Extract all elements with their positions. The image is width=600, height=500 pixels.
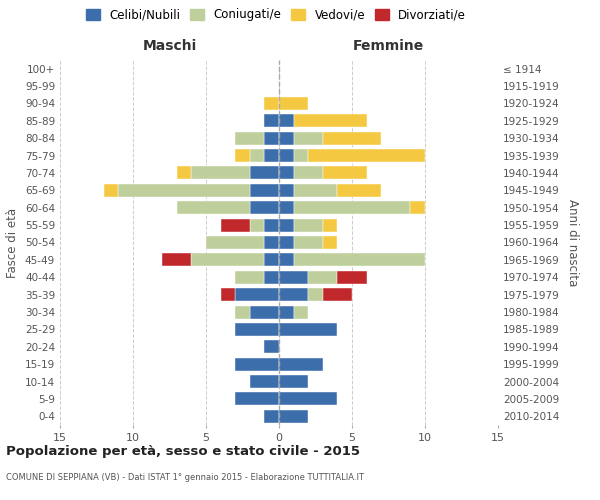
Bar [235,149,250,162]
Bar [293,166,323,179]
Bar [279,358,323,370]
Bar [265,149,279,162]
Bar [293,236,323,249]
Bar [293,114,367,128]
Bar [279,132,293,144]
Bar [235,323,279,336]
Bar [293,254,425,266]
Bar [104,184,118,197]
Bar [250,166,279,179]
Bar [235,270,265,284]
Bar [308,288,323,301]
Bar [279,410,308,423]
Y-axis label: Fasce di età: Fasce di età [7,208,19,278]
Bar [221,218,250,232]
Bar [206,236,265,249]
Text: Femmine: Femmine [353,39,424,53]
Bar [293,132,323,144]
Bar [279,184,293,197]
Bar [279,306,293,318]
Bar [250,201,279,214]
Bar [279,375,308,388]
Bar [235,306,250,318]
Bar [279,149,293,162]
Bar [162,254,191,266]
Bar [293,218,323,232]
Bar [250,218,265,232]
Bar [250,375,279,388]
Bar [337,270,367,284]
Bar [410,201,425,214]
Bar [265,254,279,266]
Bar [235,132,265,144]
Bar [337,184,381,197]
Text: Maschi: Maschi [142,39,197,53]
Bar [235,358,279,370]
Bar [265,114,279,128]
Bar [265,340,279,353]
Bar [250,306,279,318]
Bar [279,114,293,128]
Bar [279,392,337,406]
Bar [118,184,250,197]
Bar [308,270,337,284]
Bar [250,149,265,162]
Text: COMUNE DI SEPPIANA (VB) - Dati ISTAT 1° gennaio 2015 - Elaborazione TUTTITALIA.I: COMUNE DI SEPPIANA (VB) - Dati ISTAT 1° … [6,472,364,482]
Bar [323,218,337,232]
Bar [279,270,308,284]
Bar [265,97,279,110]
Bar [279,97,308,110]
Bar [235,392,279,406]
Legend: Celibi/Nubili, Coniugati/e, Vedovi/e, Divorziati/e: Celibi/Nubili, Coniugati/e, Vedovi/e, Di… [86,8,466,22]
Bar [323,236,337,249]
Bar [279,254,293,266]
Bar [308,149,425,162]
Bar [293,201,410,214]
Bar [265,270,279,284]
Bar [191,254,265,266]
Bar [323,288,352,301]
Bar [221,288,235,301]
Bar [250,184,279,197]
Bar [279,236,293,249]
Bar [279,218,293,232]
Bar [293,306,308,318]
Bar [177,201,250,214]
Text: Popolazione per età, sesso e stato civile - 2015: Popolazione per età, sesso e stato civil… [6,445,360,458]
Bar [265,132,279,144]
Bar [279,201,293,214]
Y-axis label: Anni di nascita: Anni di nascita [566,199,579,286]
Bar [265,410,279,423]
Bar [323,166,367,179]
Bar [279,323,337,336]
Bar [323,132,381,144]
Bar [279,288,308,301]
Bar [293,149,308,162]
Bar [235,288,279,301]
Bar [265,236,279,249]
Bar [279,166,293,179]
Bar [265,218,279,232]
Bar [177,166,191,179]
Bar [293,184,337,197]
Bar [191,166,250,179]
